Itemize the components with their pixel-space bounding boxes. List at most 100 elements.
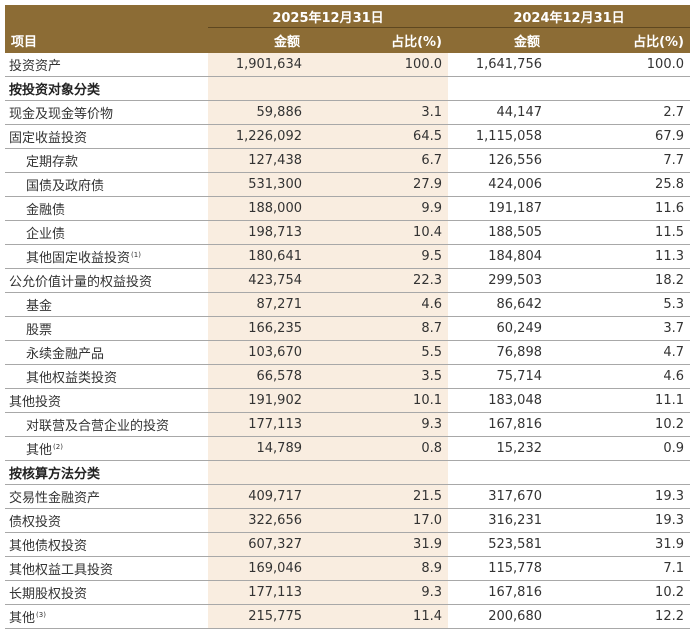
pct-2024-cell: 7.1 — [570, 556, 690, 581]
amount-2024-cell — [448, 460, 570, 485]
pct-2024-cell: 12.2 — [570, 604, 690, 629]
table-row: 其他权益工具投资 169,046 8.9 115,778 7.1 — [5, 556, 690, 581]
row-label: 债权投资 — [9, 515, 62, 530]
investment-assets-table-container: 2025年12月31日 2024年12月31日 项目 金额 占比(%) 金额 占… — [5, 5, 690, 629]
amount-2024-cell: 1,641,756 — [448, 53, 570, 77]
pct-2025-cell — [330, 460, 448, 485]
row-label-cell: 固定收益投资 — [5, 124, 208, 149]
pct-2025-cell — [330, 76, 448, 101]
row-label: 其他 — [9, 611, 36, 626]
pct-2024-cell: 4.6 — [570, 364, 690, 389]
amount-2024-cell: 424,006 — [448, 172, 570, 197]
amount-2025-cell: 166,235 — [208, 316, 330, 341]
table-row: 定期存款 127,438 6.7 126,556 7.7 — [5, 148, 690, 173]
pct-2025-cell: 10.1 — [330, 388, 448, 413]
amount-2024-cell: 15,232 — [448, 436, 570, 461]
amount-2024-cell: 299,503 — [448, 268, 570, 293]
amount-2025-cell: 191,902 — [208, 388, 330, 413]
table-row: 基金 87,271 4.6 86,642 5.3 — [5, 292, 690, 317]
row-label: 投资资产 — [9, 59, 62, 74]
row-label-cell: 交易性金融资产 — [5, 484, 208, 509]
table-body: 投资资产 1,901,634 100.0 1,641,756 100.0 按投资对象分类现… — [5, 53, 690, 629]
table-row: 其他债权投资 607,327 31.9 523,581 31.9 — [5, 532, 690, 557]
table-row: 固定收益投资 1,226,092 64.5 1,115,058 67.9 — [5, 124, 690, 149]
row-label: 其他投资 — [9, 395, 62, 410]
row-label: 交易性金融资产 — [9, 491, 101, 506]
row-label: 其他权益类投资 — [26, 371, 118, 386]
row-label-cell: 长期股权投资 — [5, 580, 208, 605]
pct-2025-cell: 9.3 — [330, 580, 448, 605]
amount-2024-cell: 76,898 — [448, 340, 570, 365]
pct-2025-cell: 0.8 — [330, 436, 448, 461]
amount-2025-cell: 215,775 — [208, 604, 330, 629]
footnote-marker: (3) — [36, 611, 46, 619]
pct-2024-cell: 100.0 — [570, 53, 690, 77]
row-label: 长期股权投资 — [9, 587, 88, 602]
amount-2025-cell: 607,327 — [208, 532, 330, 557]
table-row: 其他投资 191,902 10.1 183,048 11.1 — [5, 388, 690, 413]
amount-2025-cell: 322,656 — [208, 508, 330, 533]
pct-2025-cell: 4.6 — [330, 292, 448, 317]
pct-2025-cell: 27.9 — [330, 172, 448, 197]
pct-2024-cell: 11.3 — [570, 244, 690, 269]
row-label-cell: 基金 — [5, 292, 208, 317]
row-label: 其他 — [26, 443, 53, 458]
row-label: 固定收益投资 — [9, 131, 88, 146]
pct-2025-cell: 31.9 — [330, 532, 448, 557]
row-label-cell: 其他投资 — [5, 388, 208, 413]
pct-2024-cell: 2.7 — [570, 100, 690, 125]
row-label-cell: 企业债 — [5, 220, 208, 245]
amount-2024-cell: 167,816 — [448, 412, 570, 437]
amount-2025-cell — [208, 460, 330, 485]
pct-2024-cell: 67.9 — [570, 124, 690, 149]
row-label-cell: 股票 — [5, 316, 208, 341]
row-label-cell: 其他权益工具投资 — [5, 556, 208, 581]
pct-2025-cell: 64.5 — [330, 124, 448, 149]
footnote-marker: (1) — [131, 251, 141, 259]
row-label: 基金 — [26, 299, 53, 314]
row-label: 定期存款 — [26, 155, 79, 170]
table-row: 企业债 198,713 10.4 188,505 11.5 — [5, 220, 690, 245]
period-2024-header: 2024年12月31日 — [448, 5, 690, 28]
pct-2024-cell: 3.7 — [570, 316, 690, 341]
table-row: 股票 166,235 8.7 60,249 3.7 — [5, 316, 690, 341]
row-label-cell: 其他(3) — [5, 604, 208, 629]
amount-2025-cell: 1,901,634 — [208, 53, 330, 77]
row-label: 国债及政府债 — [26, 179, 105, 194]
pct-2024-cell: 0.9 — [570, 436, 690, 461]
amount-2024-cell: 188,505 — [448, 220, 570, 245]
row-label: 按投资对象分类 — [9, 83, 101, 98]
row-label-cell: 现金及现金等价物 — [5, 100, 208, 125]
header-blank — [5, 5, 208, 28]
pct-2025-cell: 11.4 — [330, 604, 448, 629]
pct-2025-cell: 9.9 — [330, 196, 448, 221]
row-label-cell: 投资资产 — [5, 53, 208, 77]
pct-2024-cell: 18.2 — [570, 268, 690, 293]
pct-2024-cell: 11.6 — [570, 196, 690, 221]
row-label-cell: 其他债权投资 — [5, 532, 208, 557]
pct-2024-cell: 25.8 — [570, 172, 690, 197]
pct-2025-cell: 8.9 — [330, 556, 448, 581]
amount-2025-cell: 423,754 — [208, 268, 330, 293]
row-label-cell: 其他(2) — [5, 436, 208, 461]
amount-2025-header: 金额 — [208, 27, 330, 53]
pct-2024-cell: 11.5 — [570, 220, 690, 245]
row-label-cell: 债权投资 — [5, 508, 208, 533]
amount-2025-cell: 14,789 — [208, 436, 330, 461]
row-label-cell: 公允价值计量的权益投资 — [5, 268, 208, 293]
amount-2025-cell: 180,641 — [208, 244, 330, 269]
row-label: 其他债权投资 — [9, 539, 88, 554]
amount-2024-cell — [448, 76, 570, 101]
table-row: 其他固定收益投资(1) 180,641 9.5 184,804 11.3 — [5, 244, 690, 269]
table-row: 金融债 188,000 9.9 191,187 11.6 — [5, 196, 690, 221]
table-row: 永续金融产品 103,670 5.5 76,898 4.7 — [5, 340, 690, 365]
amount-2025-cell: 531,300 — [208, 172, 330, 197]
pct-2025-cell: 5.5 — [330, 340, 448, 365]
amount-2024-cell: 126,556 — [448, 148, 570, 173]
amount-2024-cell: 200,680 — [448, 604, 570, 629]
row-label-cell: 定期存款 — [5, 148, 208, 173]
pct-2024-cell: 31.9 — [570, 532, 690, 557]
amount-2024-cell: 75,714 — [448, 364, 570, 389]
pct-2024-cell — [570, 76, 690, 101]
pct-2025-cell: 3.5 — [330, 364, 448, 389]
